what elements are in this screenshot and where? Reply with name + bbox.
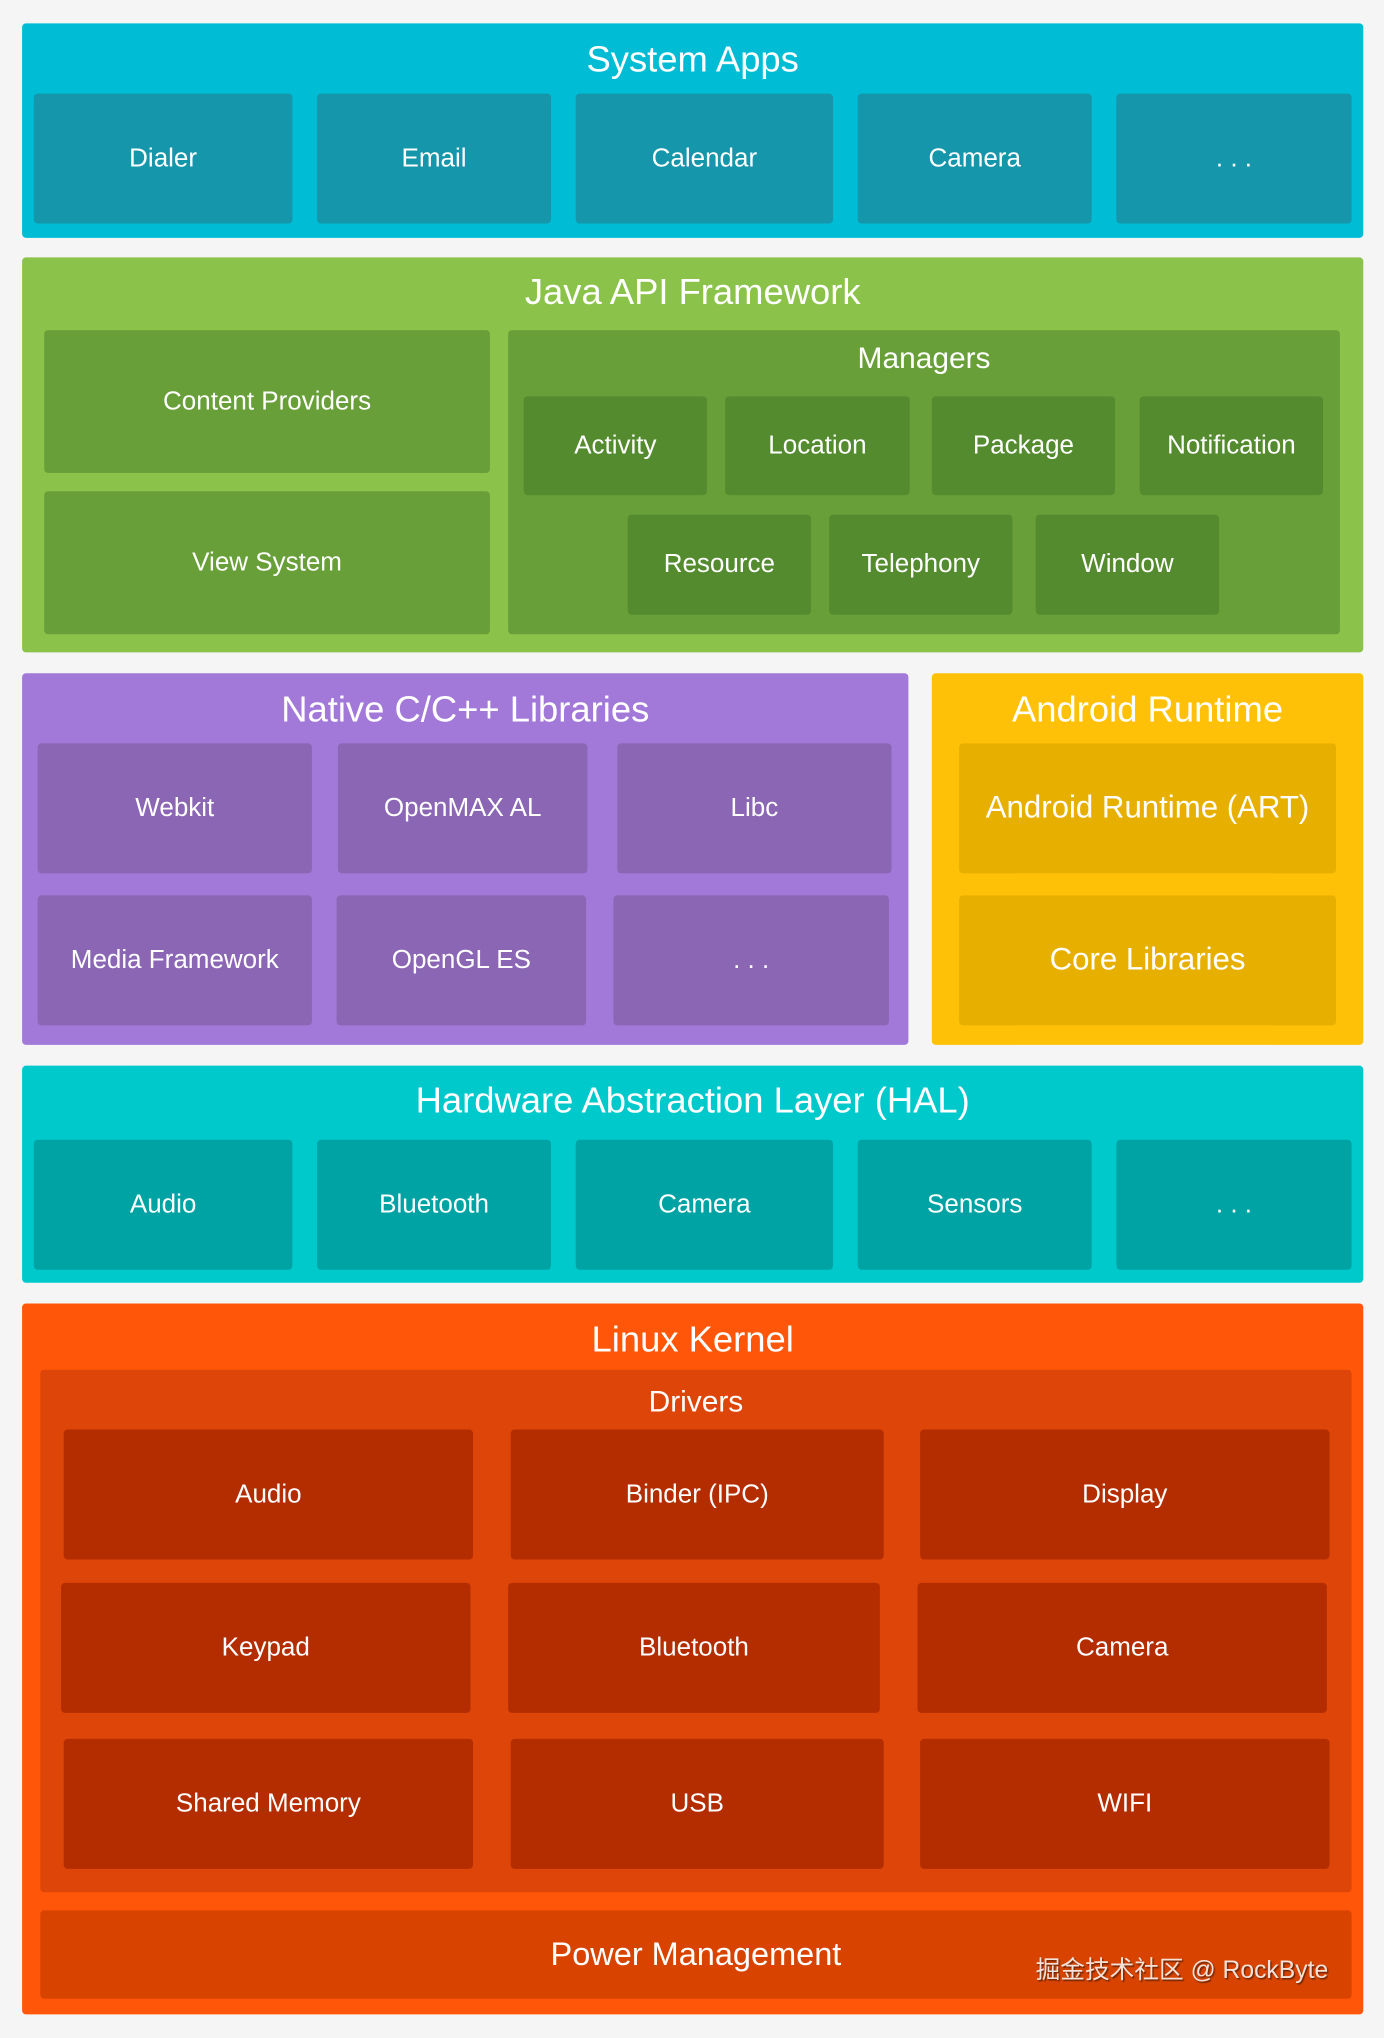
drivers-title: Drivers xyxy=(648,1384,744,1418)
layer-title: Linux Kernel xyxy=(591,1319,794,1360)
driver-audio: Audio xyxy=(63,1429,474,1560)
driver-shared-memory: Shared Memory xyxy=(63,1738,474,1869)
hal-sensors: Sensors xyxy=(857,1139,1092,1270)
lib-opengl-es: OpenGL ES xyxy=(336,895,587,1026)
driver-bluetooth: Bluetooth xyxy=(508,1582,880,1713)
layer-title: System Apps xyxy=(586,38,799,80)
manager-resource: Resource xyxy=(627,514,811,615)
power-management: Power Management 掘金技术社区 @ RockByte xyxy=(40,1910,1352,1999)
driver-camera: Camera xyxy=(917,1582,1327,1713)
lib-libc: Libc xyxy=(617,743,892,874)
driver-keypad: Keypad xyxy=(61,1582,471,1713)
manager-telephony: Telephony xyxy=(829,514,1013,615)
lib-media-framework: Media Framework xyxy=(37,895,312,1026)
lib-webkit: Webkit xyxy=(37,743,312,874)
app-calendar: Calendar xyxy=(575,93,834,224)
driver-wifi: WIFI xyxy=(920,1738,1330,1869)
manager-package: Package xyxy=(931,396,1116,496)
hal-bluetooth: Bluetooth xyxy=(317,1139,552,1270)
lib-openmax-al: OpenMAX AL xyxy=(337,743,588,874)
driver-usb: USB xyxy=(510,1738,884,1869)
lib-more: . . . xyxy=(613,895,889,1026)
content-providers: Content Providers xyxy=(44,330,490,474)
hal-more: . . . xyxy=(1116,1139,1352,1270)
layer-title: Java API Framework xyxy=(524,271,861,312)
manager-activity: Activity xyxy=(523,396,707,496)
layer-title: Hardware Abstraction Layer (HAL) xyxy=(415,1079,970,1121)
app-dialer: Dialer xyxy=(33,93,293,224)
runtime-art: Android Runtime (ART) xyxy=(959,743,1336,874)
hal-audio: Audio xyxy=(33,1139,293,1270)
runtime-core-libraries: Core Libraries xyxy=(959,895,1336,1026)
managers-title: Managers xyxy=(857,340,991,375)
hal-camera: Camera xyxy=(575,1139,834,1270)
view-system: View System xyxy=(44,491,490,635)
app-camera: Camera xyxy=(857,93,1092,224)
manager-location: Location xyxy=(725,396,910,496)
watermark: 掘金技术社区 @ RockByte xyxy=(1035,1957,1329,1985)
app-more: . . . xyxy=(1116,93,1352,224)
layer-title: Native C/C++ Libraries xyxy=(281,688,650,730)
layer-title: Android Runtime xyxy=(1012,688,1284,730)
app-email: Email xyxy=(317,93,552,224)
power-management-label: Power Management xyxy=(550,1935,842,1973)
driver-display: Display xyxy=(920,1429,1330,1560)
manager-notification: Notification xyxy=(1139,396,1323,496)
driver-binder-ipc: Binder (IPC) xyxy=(510,1429,884,1560)
manager-window: Window xyxy=(1035,514,1220,615)
